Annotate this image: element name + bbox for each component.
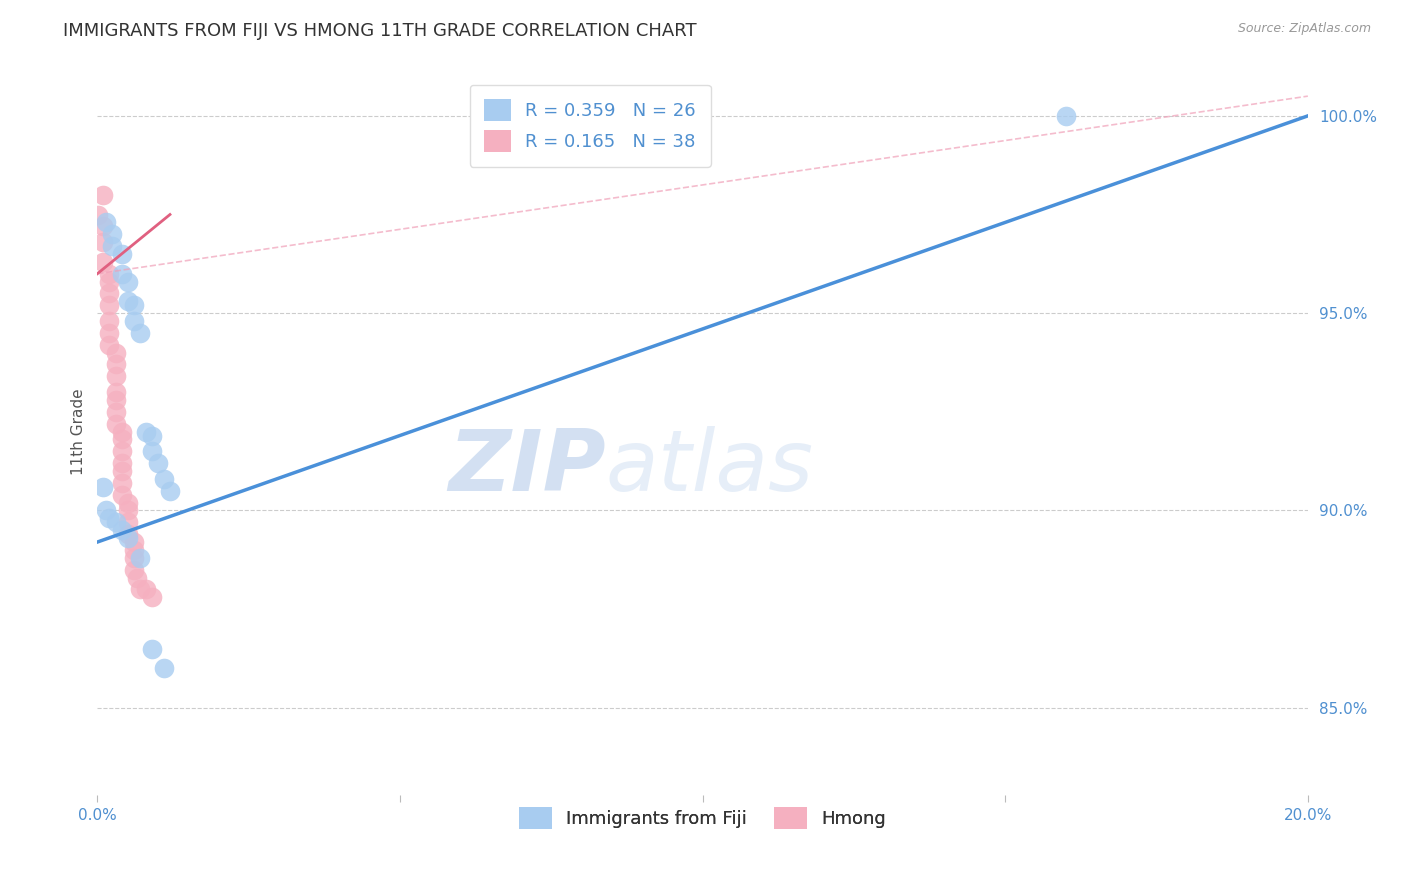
Point <box>117 495 139 509</box>
Point <box>141 428 163 442</box>
Point <box>1054 109 1077 123</box>
Point <box>122 563 145 577</box>
Point <box>101 239 124 253</box>
Point <box>110 523 132 537</box>
Point <box>98 337 121 351</box>
Point <box>104 516 127 530</box>
Point <box>98 286 121 301</box>
Point <box>110 247 132 261</box>
Point <box>98 326 121 340</box>
Point <box>104 345 127 359</box>
Point <box>153 472 176 486</box>
Point <box>110 475 132 490</box>
Point <box>104 417 127 431</box>
Point <box>93 219 115 234</box>
Point <box>93 480 115 494</box>
Point <box>122 535 145 549</box>
Point <box>110 267 132 281</box>
Point <box>141 591 163 605</box>
Point <box>110 444 132 458</box>
Point <box>117 531 139 545</box>
Point <box>104 358 127 372</box>
Point <box>110 456 132 470</box>
Point <box>146 456 169 470</box>
Point <box>128 550 150 565</box>
Point <box>159 483 181 498</box>
Point <box>128 326 150 340</box>
Point <box>125 570 148 584</box>
Point <box>96 503 118 517</box>
Legend: Immigrants from Fiji, Hmong: Immigrants from Fiji, Hmong <box>512 800 893 837</box>
Point <box>153 661 176 675</box>
Point <box>98 511 121 525</box>
Point <box>110 464 132 478</box>
Point <box>96 215 118 229</box>
Point <box>98 298 121 312</box>
Point <box>141 444 163 458</box>
Point <box>117 294 139 309</box>
Point <box>135 425 157 439</box>
Point <box>104 385 127 400</box>
Point <box>93 255 115 269</box>
Point <box>117 527 139 541</box>
Text: atlas: atlas <box>606 426 814 509</box>
Point <box>110 433 132 447</box>
Point <box>122 543 145 558</box>
Point <box>110 488 132 502</box>
Point <box>93 187 115 202</box>
Point <box>117 275 139 289</box>
Point <box>101 227 124 242</box>
Point <box>117 516 139 530</box>
Point <box>110 425 132 439</box>
Text: Source: ZipAtlas.com: Source: ZipAtlas.com <box>1237 22 1371 36</box>
Point <box>98 275 121 289</box>
Point <box>93 235 115 249</box>
Point <box>104 369 127 384</box>
Point <box>98 267 121 281</box>
Point <box>98 314 121 328</box>
Point <box>128 582 150 597</box>
Point <box>117 503 139 517</box>
Point <box>122 314 145 328</box>
Point <box>104 405 127 419</box>
Text: IMMIGRANTS FROM FIJI VS HMONG 11TH GRADE CORRELATION CHART: IMMIGRANTS FROM FIJI VS HMONG 11TH GRADE… <box>63 22 697 40</box>
Point <box>141 641 163 656</box>
Y-axis label: 11th Grade: 11th Grade <box>72 388 86 475</box>
Point <box>104 392 127 407</box>
Point <box>122 550 145 565</box>
Point <box>87 207 110 221</box>
Point <box>135 582 157 597</box>
Text: ZIP: ZIP <box>449 426 606 509</box>
Point <box>122 298 145 312</box>
